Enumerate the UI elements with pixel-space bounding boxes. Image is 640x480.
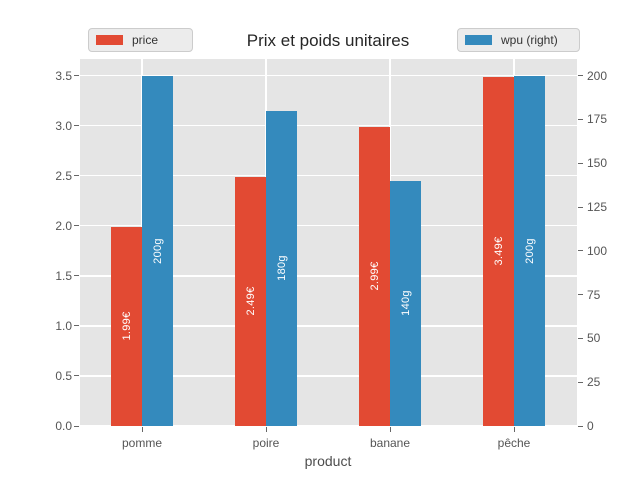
bar-value-label: 2.49€ — [244, 286, 257, 316]
left-tick-mark — [74, 275, 79, 277]
h-gridline — [80, 225, 577, 227]
x-tick-mark — [514, 427, 515, 432]
right-tick-label: 150 — [587, 156, 608, 171]
bar-wpu-pêche: 200g — [514, 75, 545, 426]
right-tick-mark — [578, 250, 583, 252]
h-gridline — [80, 124, 577, 127]
legend-label-price: price — [132, 33, 159, 47]
bar-value-label: 180g — [275, 255, 288, 282]
right-tick-label: 125 — [587, 200, 608, 214]
right-tick-label: 75 — [587, 287, 601, 302]
right-tick-label: 0 — [587, 419, 594, 433]
left-tick-mark — [74, 75, 79, 77]
right-tick-label: 200 — [587, 68, 608, 83]
right-tick-mark — [578, 75, 583, 77]
h-gridline — [80, 175, 577, 177]
bar-price-poire: 2.49€ — [235, 176, 266, 426]
bar-value-label: 200g — [151, 237, 164, 264]
h-gridline — [80, 425, 577, 427]
bar-wpu-banane: 140g — [390, 180, 421, 426]
bar-value-label: 2.99€ — [368, 261, 381, 291]
right-tick-mark — [578, 294, 583, 296]
bar-price-banane: 2.99€ — [359, 126, 390, 426]
x-tick-label-0: pomme — [121, 436, 162, 450]
x-tick-label-3: pêche — [497, 436, 531, 450]
x-tick-mark — [142, 427, 143, 432]
left-tick-mark — [74, 225, 79, 227]
left-tick-mark — [74, 375, 79, 377]
x-tick-label-2: banane — [369, 436, 411, 450]
legend-swatch-price — [96, 35, 123, 45]
h-gridline — [80, 275, 577, 277]
x-axis-label: product — [304, 453, 352, 469]
legend-label-wpu: wpu (right) — [501, 33, 558, 47]
bar-wpu-poire: 180g — [266, 110, 297, 426]
h-gridline — [80, 325, 577, 327]
legend-swatch-wpu — [465, 35, 492, 45]
x-tick-mark — [266, 427, 267, 432]
right-tick-label: 175 — [587, 112, 608, 127]
left-tick-mark — [74, 325, 79, 327]
right-tick-mark — [578, 381, 583, 383]
bar-value-label: 200g — [523, 237, 536, 264]
left-tick-label: 3.5 — [55, 68, 72, 83]
x-tick-mark — [390, 427, 391, 432]
bar-value-label: 1.99€ — [120, 311, 133, 341]
bar-value-label: 140g — [399, 290, 412, 317]
plot-area: 1.99€ 2.49€ 2.99€ 3.49€ 200g 180g 140g 200g — [80, 59, 577, 427]
left-tick-label: 3.0 — [55, 118, 72, 133]
right-tick-mark — [578, 118, 583, 120]
legend-wpu: wpu (right) — [457, 28, 580, 52]
right-tick-mark — [578, 206, 583, 208]
left-tick-label: 1.5 — [55, 268, 72, 283]
right-tick-mark — [578, 162, 583, 164]
left-tick-mark — [74, 425, 79, 427]
bar-value-label: 3.49€ — [492, 236, 505, 266]
bar-wpu-pomme: 200g — [142, 75, 173, 426]
left-tick-label: 0.5 — [55, 368, 72, 383]
bar-price-pêche: 3.49€ — [483, 76, 514, 426]
left-tick-label: 2.0 — [55, 218, 72, 233]
right-tick-mark — [578, 425, 583, 427]
left-tick-label: 2.5 — [55, 168, 72, 183]
x-tick-label-1: poire — [252, 436, 280, 450]
left-tick-label: 1.0 — [55, 318, 72, 333]
left-tick-mark — [74, 125, 79, 127]
h-gridline — [80, 375, 577, 377]
legend-price: price — [88, 28, 193, 52]
right-tick-label: 25 — [587, 375, 601, 390]
right-tick-label: 100 — [587, 243, 608, 258]
right-tick-mark — [578, 337, 583, 339]
bar-price-pomme: 1.99€ — [111, 226, 142, 426]
left-tick-label: 0.0 — [55, 419, 72, 433]
chart-title: Prix et poids unitaires — [246, 31, 410, 50]
right-tick-label: 50 — [587, 331, 601, 346]
h-gridline — [80, 74, 577, 77]
left-tick-mark — [74, 175, 79, 177]
